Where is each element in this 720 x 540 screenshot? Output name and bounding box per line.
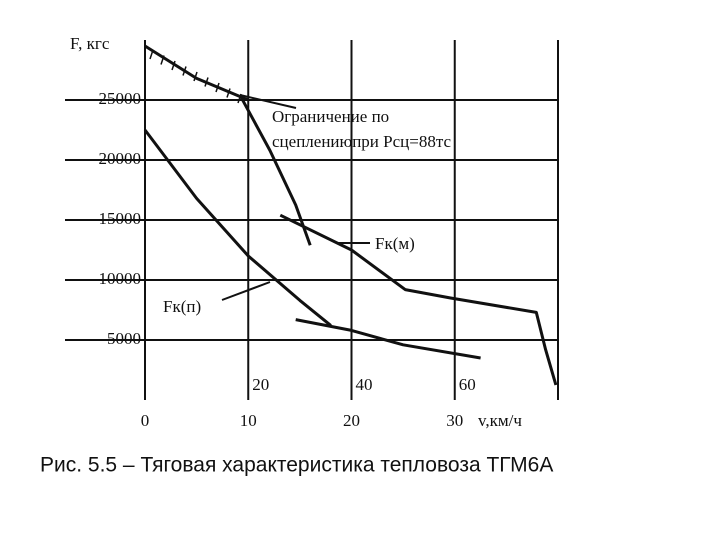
hatch <box>204 77 209 87</box>
series-line <box>295 318 481 360</box>
y-tick-label: 10000 <box>99 269 142 288</box>
x-tick-label: 0 <box>141 411 150 430</box>
annotation: сцеплениюпри Рсц=88тс <box>272 132 451 151</box>
y-tick-label: 25000 <box>99 89 142 108</box>
hatch <box>160 55 165 65</box>
y-axis-label: F, кгс <box>70 34 110 53</box>
x2-tick-label: 60 <box>459 375 476 394</box>
y-tick-label: 15000 <box>99 209 142 228</box>
x-axis-label: v,км/ч <box>478 411 522 430</box>
series-line <box>238 94 558 386</box>
x-tick-label: 30 <box>446 411 463 430</box>
annotation: Ограничение по <box>272 107 389 126</box>
leader-line <box>221 281 271 301</box>
series-line <box>143 129 332 327</box>
leader-line <box>239 94 297 109</box>
y-tick-label: 20000 <box>99 149 142 168</box>
hatch <box>171 60 176 71</box>
hatch <box>149 49 154 60</box>
x2-tick-label: 20 <box>252 375 269 394</box>
x-tick-label: 10 <box>240 411 257 430</box>
series-line <box>144 44 249 102</box>
x2-tick-label: 40 <box>356 375 373 394</box>
caption: Рис. 5.5 – Тяговая характеристика теплов… <box>40 454 553 477</box>
hatch <box>215 82 220 93</box>
hatch <box>182 66 187 76</box>
series-label: Fк(м) <box>375 234 415 253</box>
series-label: Fк(п) <box>163 297 201 316</box>
hatch <box>226 88 231 98</box>
y-tick-label: 5000 <box>107 329 141 348</box>
x-tick-label: 20 <box>343 411 360 430</box>
hatch <box>193 71 198 82</box>
